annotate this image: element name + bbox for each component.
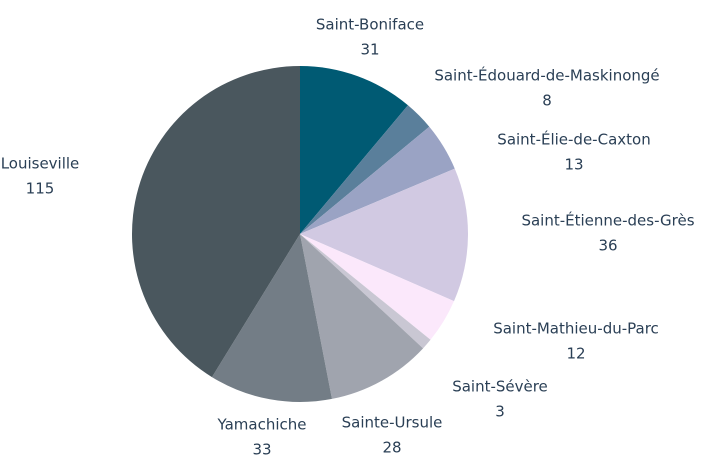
slice-label: Yamachiche (217, 416, 307, 434)
slice-value: 3 (495, 403, 505, 421)
slice-value: 28 (382, 439, 401, 457)
slice-value: 115 (26, 180, 55, 198)
slice-value: 31 (360, 41, 379, 59)
slice-label: Saint-Édouard-de-Maskinongé (434, 66, 659, 85)
slice-label: Saint-Mathieu-du-Parc (493, 320, 659, 338)
slice-label: Louiseville (1, 155, 80, 173)
pie-slice (132, 66, 300, 378)
pie-slice (300, 234, 455, 340)
slice-label: Saint-Étienne-des-Grès (521, 211, 694, 230)
slice-label: Saint-Boniface (316, 16, 424, 34)
slice-value: 12 (566, 345, 585, 363)
pie-slice (300, 105, 430, 234)
pie-slice (300, 234, 431, 349)
pie-slice (300, 234, 424, 399)
pie-slice (300, 126, 455, 234)
slice-value: 33 (252, 441, 271, 459)
pie-slice (300, 168, 468, 302)
pie-slice (211, 234, 332, 402)
slice-value: 36 (598, 237, 617, 255)
pie-slice (300, 66, 408, 234)
slice-value: 13 (564, 156, 583, 174)
slice-value: 8 (542, 92, 552, 110)
slice-label: Sainte-Ursule (342, 414, 443, 432)
slice-label: Saint-Sévère (452, 378, 548, 396)
slice-label: Saint-Élie-de-Caxton (497, 130, 650, 149)
